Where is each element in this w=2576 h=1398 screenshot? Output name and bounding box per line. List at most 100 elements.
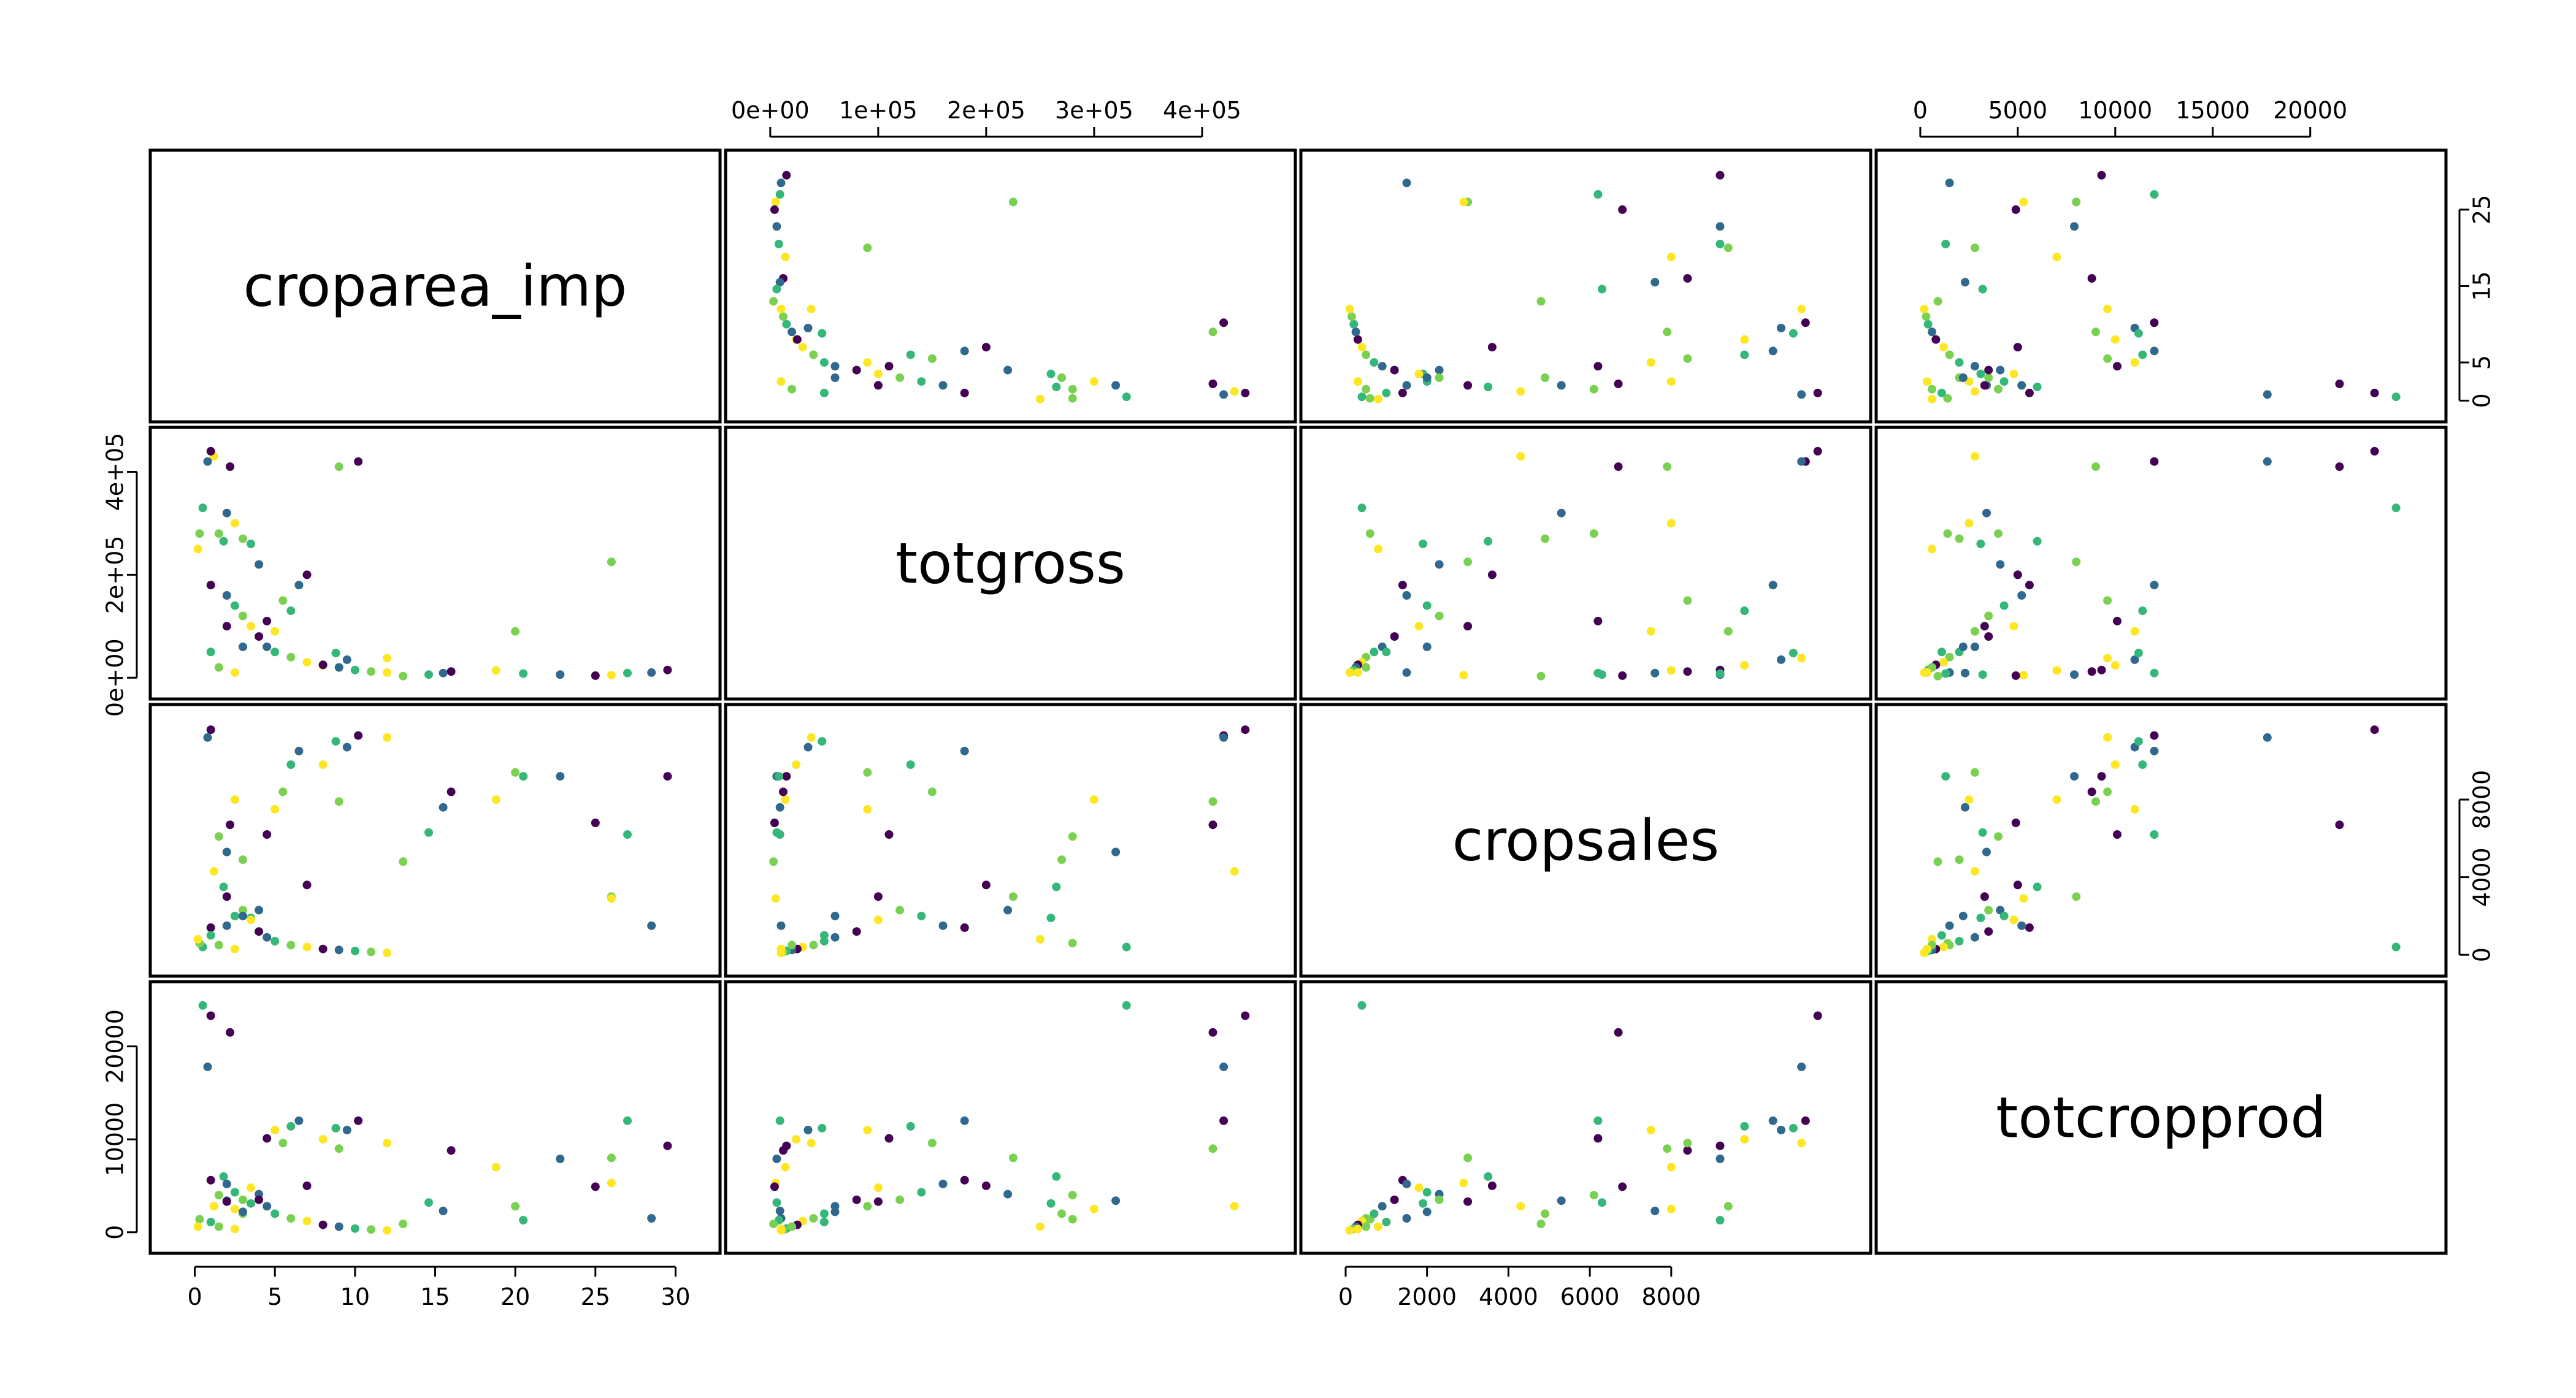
scatter-point (2391, 392, 2401, 402)
scatter-point (884, 830, 894, 839)
scatter-point (1414, 622, 1424, 631)
scatter-point (807, 304, 816, 313)
scatter-point (1980, 381, 1989, 390)
scatter-point (230, 944, 239, 953)
scatter-point (270, 937, 280, 945)
scatter-point (623, 668, 632, 678)
scatter-point (1516, 1202, 1525, 1211)
scatter-point (1357, 503, 1367, 513)
scatter-point (1362, 1222, 1371, 1231)
scatter-point (774, 240, 783, 248)
scatter-point (1740, 1135, 1749, 1144)
scatter-point (1618, 671, 1627, 680)
scatter-point (198, 503, 207, 513)
scatter-point (1382, 388, 1391, 397)
scatter-point (1435, 1195, 1444, 1204)
scatter-point (1589, 1191, 1598, 1200)
scatter-point (1536, 1220, 1546, 1229)
scatter-point (230, 1224, 239, 1234)
scatter-point (2019, 671, 2028, 680)
scatter-point (1683, 354, 1692, 363)
scatter-point (1219, 1062, 1229, 1071)
scatter-point (1976, 369, 1985, 378)
scatter-point (206, 725, 215, 735)
scatter-point (917, 911, 926, 920)
scatter-point (1589, 529, 1598, 538)
scatter-point (1723, 243, 1733, 253)
scatter-point (2072, 197, 2081, 207)
scatter-point (203, 733, 212, 742)
panel-frame (1299, 980, 1873, 1255)
scatter-point (1057, 855, 1067, 865)
scatter-point (1419, 1199, 1428, 1208)
panel-frame (1299, 703, 1873, 978)
panel-cropsales-vs-totgross (724, 703, 1297, 978)
scatter-point (230, 795, 239, 804)
scatter-point (195, 529, 204, 538)
scatter-point (1345, 304, 1354, 313)
tick-label: 5 (2468, 355, 2495, 370)
scatter-point (1715, 170, 1725, 180)
scatter-point (1978, 670, 1987, 679)
scatter-point (206, 923, 215, 932)
scatter-point (1122, 1001, 1131, 1010)
scatter-point (1683, 667, 1692, 676)
scatter-point (1715, 222, 1725, 231)
scatter-point (239, 855, 247, 865)
x-axis-below-cropsales: 0 2000 4000 6000 8000 (1338, 1266, 1701, 1310)
scatter-point (302, 570, 312, 579)
tick-label: 0 (2468, 947, 2495, 962)
scatter-point (1353, 668, 1362, 677)
scatter-point (770, 819, 779, 827)
scatter-point (1928, 327, 1936, 337)
tick-label: 5000 (1988, 97, 2047, 124)
scatter-point (1939, 942, 1948, 952)
scatter-point (1941, 669, 1950, 678)
scatter-point (226, 1028, 235, 1037)
scatter-point (1740, 1121, 1749, 1131)
scatter-point (367, 1225, 375, 1234)
scatter-point (1970, 387, 1979, 396)
scatter-point (447, 787, 456, 796)
scatter-point (663, 665, 672, 674)
tick-label: 2e+05 (101, 536, 128, 614)
scatter-point (1557, 1196, 1566, 1205)
scatter-point (1402, 1179, 1411, 1188)
scatter-point (927, 354, 937, 363)
scatter-point (1801, 1116, 1810, 1125)
scatter-point (1111, 1196, 1121, 1205)
scatter-point (960, 923, 969, 932)
scatter-point (1541, 373, 1550, 382)
scatter-point (2013, 343, 2022, 352)
scatter-point (255, 560, 264, 569)
scatter-point (1955, 855, 1964, 865)
scatter-point (1740, 606, 1749, 616)
scatter-point (239, 1195, 247, 1204)
scatter-point (2134, 737, 2143, 746)
scatter-point (270, 647, 280, 657)
scatter-point (818, 329, 827, 338)
scatter-point (607, 557, 616, 567)
scatter-point (399, 1220, 408, 1229)
scatter-point (1347, 312, 1356, 321)
scatter-point (2103, 733, 2112, 742)
scatter-point (1463, 381, 1473, 390)
scatter-point (895, 373, 905, 382)
scatter-point (1557, 508, 1566, 518)
scatter-point (2013, 570, 2022, 579)
scatter-point (2097, 772, 2106, 781)
scatter-point (294, 581, 304, 590)
scatter-point (206, 647, 215, 657)
scatter-point (1208, 380, 1217, 388)
scatter-point (774, 772, 783, 781)
tick-label: 1e+05 (839, 97, 918, 124)
scatter-point (1378, 1202, 1387, 1211)
tick-label: 25 (581, 1283, 610, 1310)
scatter-point (771, 197, 780, 207)
scatter-point (255, 906, 264, 915)
scatter-point (203, 457, 212, 466)
scatter-point (1068, 394, 1077, 403)
scatter-point (607, 1153, 616, 1163)
scatter-point (830, 373, 840, 382)
scatter-point (2263, 733, 2272, 742)
